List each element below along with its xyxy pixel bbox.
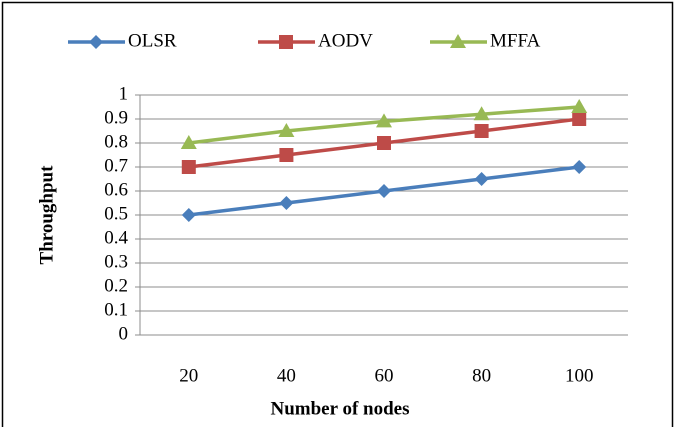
marker bbox=[376, 113, 392, 128]
y-tick-label: 0.6 bbox=[104, 179, 128, 200]
marker bbox=[572, 160, 587, 174]
y-tick-label: 0.9 bbox=[104, 107, 128, 128]
y-tick-label: 0.4 bbox=[104, 227, 128, 248]
marker bbox=[278, 123, 295, 137]
marker bbox=[377, 136, 391, 150]
x-tick-label: 20 bbox=[179, 365, 198, 386]
y-tick-label: 0.5 bbox=[104, 203, 128, 224]
legend-marker bbox=[450, 34, 466, 48]
marker bbox=[474, 124, 489, 138]
marker bbox=[181, 208, 196, 222]
marker bbox=[572, 112, 587, 126]
marker bbox=[473, 106, 490, 121]
y-tick-label: 0.1 bbox=[104, 299, 128, 320]
x-axis-title: Number of nodes bbox=[271, 398, 410, 419]
marker bbox=[474, 172, 489, 186]
legend-label: AODV bbox=[318, 30, 373, 51]
y-axis-title: Throughput bbox=[36, 165, 57, 265]
y-tick-label: 0.8 bbox=[104, 131, 128, 152]
legend-label: MFFA bbox=[490, 30, 541, 51]
y-tick-label: 1 bbox=[119, 83, 129, 104]
marker bbox=[377, 184, 391, 198]
marker bbox=[279, 196, 294, 210]
marker bbox=[181, 160, 196, 174]
y-tick-label: 0.2 bbox=[104, 275, 128, 296]
marker bbox=[571, 99, 588, 113]
x-tick-label: 100 bbox=[565, 365, 594, 386]
legend-marker bbox=[279, 35, 293, 49]
marker bbox=[279, 148, 294, 162]
x-tick-label: 80 bbox=[472, 365, 491, 386]
y-tick-label: 0 bbox=[119, 323, 129, 344]
y-tick-label: 0.7 bbox=[104, 155, 128, 176]
marker bbox=[180, 135, 197, 149]
legend-marker bbox=[89, 35, 103, 49]
y-tick-label: 0.3 bbox=[104, 251, 128, 272]
x-tick-label: 40 bbox=[277, 365, 296, 386]
x-tick-label: 60 bbox=[375, 365, 394, 386]
legend-label: OLSR bbox=[128, 30, 177, 51]
